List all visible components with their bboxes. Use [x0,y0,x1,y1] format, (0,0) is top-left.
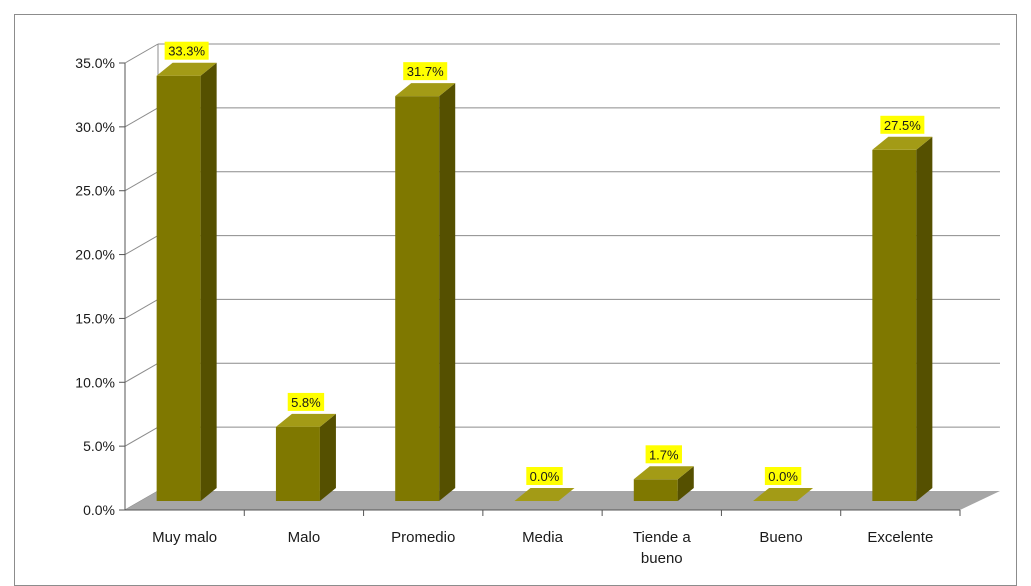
bar-top [514,488,575,501]
bar-top [872,136,933,150]
bar-side [200,62,217,502]
axes [119,62,961,516]
bar-front [395,96,440,501]
category-label: Malo [288,529,321,546]
y-tick-label: 15.0% [75,310,115,326]
data-label-bg [880,115,925,134]
y-tick-label: 5.0% [83,438,115,454]
category-label: Media [522,529,564,546]
data-label-bg [287,392,325,411]
category-label: Bueno [759,529,802,546]
side-gridline [124,235,159,256]
side-gridline [124,426,159,447]
side-gridline [124,107,159,128]
data-label: 5.8% [291,395,321,410]
bar-side [677,466,694,501]
category-label: Excelente [867,529,933,546]
bars [156,62,933,502]
bar-top [633,466,694,480]
y-tick-label: 10.0% [75,374,115,390]
category-label: Promedio [391,529,455,546]
bar-side [319,413,336,501]
y-tick-label: 25.0% [75,183,115,199]
bar-front [872,149,917,502]
bar-top [395,83,456,97]
y-tick-label: 30.0% [75,119,115,135]
side-gridline [124,43,159,64]
bar-top [156,62,217,76]
y-tick-label: 0.0% [83,502,115,518]
data-label-bg [764,467,802,485]
data-label-bg [526,467,563,485]
category-label: Muy malo [152,529,217,546]
y-tick-label: 20.0% [75,247,115,263]
data-label: 0.0% [530,469,560,484]
bar-side [916,136,933,502]
bar-top [275,413,336,427]
data-label-bg [403,62,448,81]
bar-front [275,426,320,501]
bar-top [753,488,814,501]
data-label: 33.3% [168,44,205,59]
gridlines [124,43,1000,511]
bar-front [633,479,678,501]
side-gridline [124,171,159,192]
tick-labels: 0.0% 5.0% 10.0% 15.0% 20.0% 25.0% 30.0% 35.0% Mu… [75,55,933,567]
bar-front [156,75,201,501]
data-label-bg [164,41,209,60]
side-gridline [124,298,159,319]
side-gridline [124,362,159,383]
data-label-bg [645,445,682,464]
data-label: 0.0% [768,469,798,484]
data-label: 27.5% [884,118,921,133]
category-label: Tiende a bueno [633,529,691,567]
bar-side [439,83,456,501]
data-label: 31.7% [407,64,444,79]
data-labels: 33.3% 5.8% 31.7% 0.0% 1.7% 0.0% 27.5% [164,41,925,485]
y-tick-label: 35.0% [75,55,115,71]
data-label: 1.7% [649,447,679,462]
